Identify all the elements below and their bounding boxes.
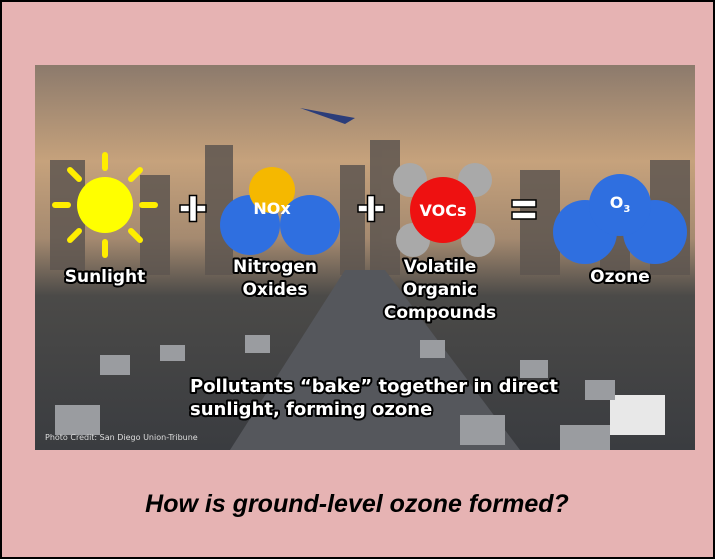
item-label: Nitrogen [233,257,317,277]
symbol: NOx [253,199,291,218]
item-label: Organic [403,280,477,300]
symbol: VOCs [420,201,467,220]
formula-base: O [610,193,624,212]
item-label: Compounds [384,303,496,323]
formula-subscript: 3 [623,204,630,215]
item-label: Volatile [404,257,477,277]
sun [55,155,155,255]
note-line: sunlight, forming ozone [190,399,432,420]
item-label: Sunlight [65,267,146,287]
caption: How is ground-level ozone formed? [145,490,569,518]
item-label: Ozone [590,267,650,287]
item-label: Oxides [242,280,307,300]
photo-credit: Photo Credit: San Diego Union-Tribune [45,433,198,442]
slide: Photo Credit: San Diego Union-Tribune NO… [0,0,715,559]
note-line: Pollutants “bake” together in direct [190,376,558,397]
